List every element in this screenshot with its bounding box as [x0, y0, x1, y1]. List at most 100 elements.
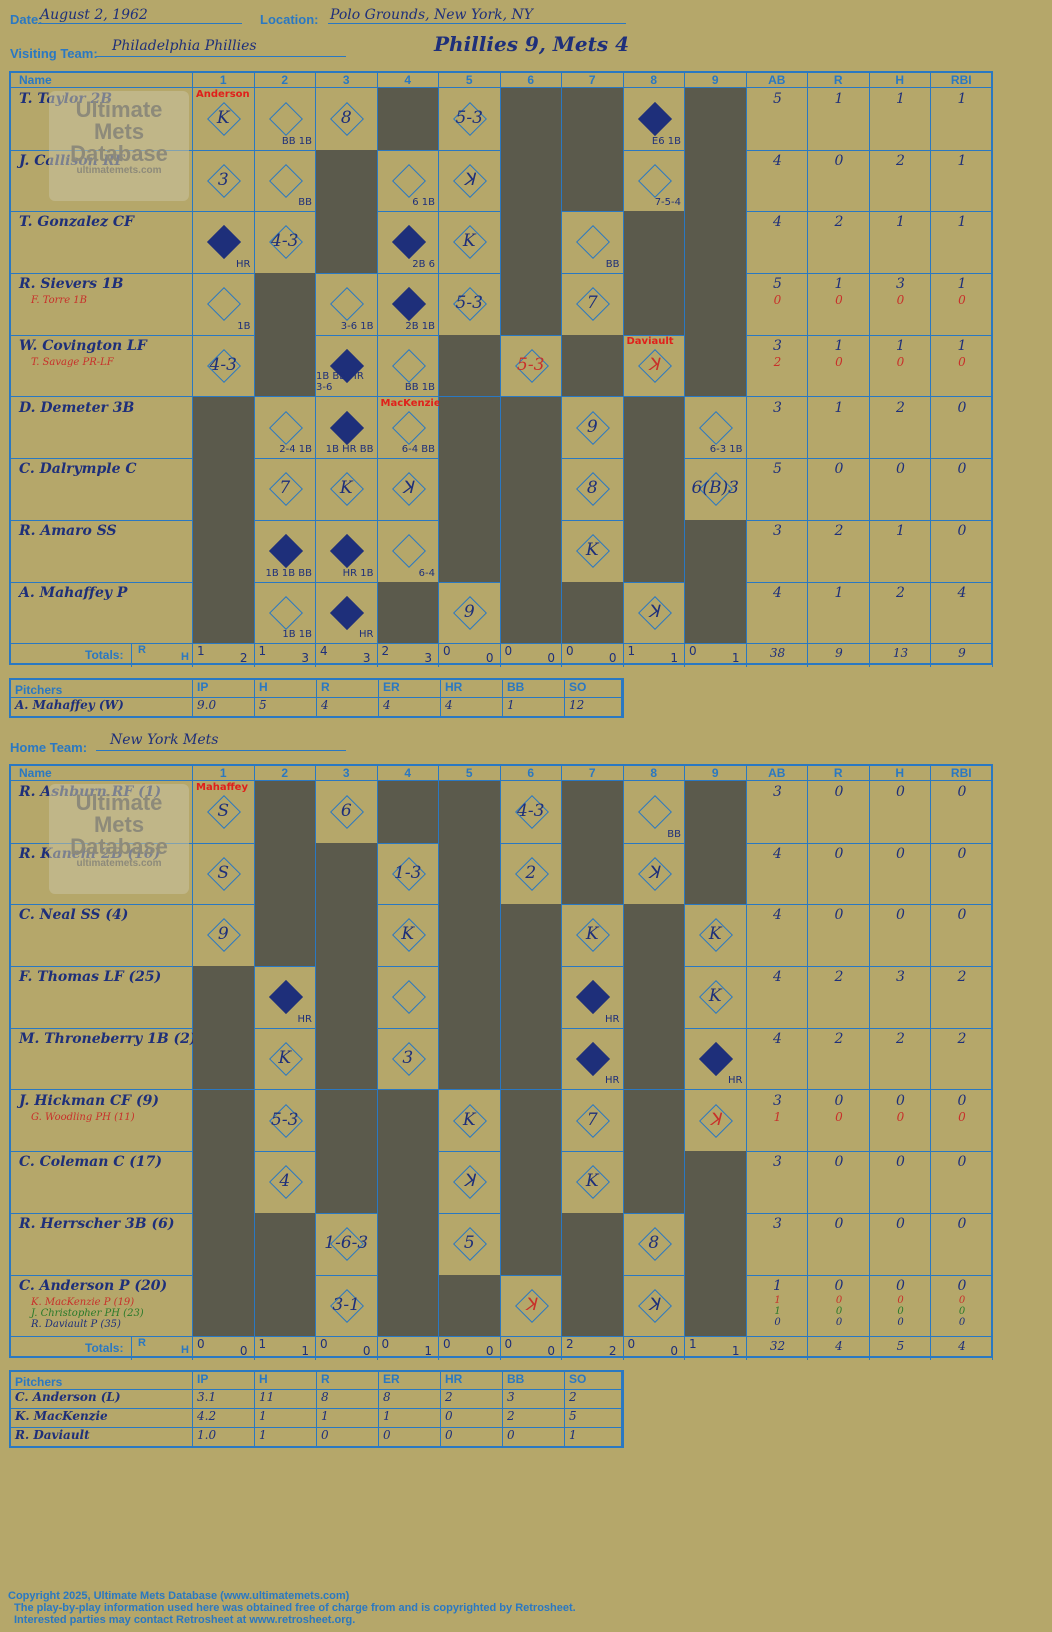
stat-cell: [747, 88, 808, 150]
play-note: HR: [605, 1075, 620, 1087]
pitch-header-bb: BB: [503, 1372, 565, 1390]
stat-header-h: H: [869, 73, 931, 88]
inning-header-6: 6: [500, 73, 562, 88]
pitcher-stat: 9.0: [193, 698, 255, 717]
inning-cell: [500, 458, 562, 520]
stat-cell: [931, 273, 993, 335]
stat-value: 0: [896, 461, 905, 478]
inning-header-7: 7: [562, 73, 624, 88]
play-note: 1B BB HR 3-6: [316, 371, 364, 394]
stat-value: 0: [834, 845, 844, 862]
player-name-cell: [11, 1151, 193, 1213]
inning-cell: [562, 781, 624, 843]
base-diamond: [699, 1041, 733, 1076]
name-header: Name: [11, 73, 193, 88]
play-mark: ꓘ: [648, 1294, 660, 1315]
inning-cell: 4-3: [501, 781, 562, 843]
pitcher-stat: 12: [565, 698, 622, 717]
inning-cell: ꓘ: [378, 458, 439, 520]
stat-cell: [747, 519, 808, 582]
inning-cell: [623, 273, 685, 335]
inning-cell: 2B 6: [378, 211, 439, 274]
inning-cell: HR: [193, 211, 255, 274]
inning-cell: [193, 1274, 255, 1337]
inning-cell: 5-3: [439, 273, 501, 335]
stat-value: 0: [896, 784, 905, 800]
stat-value: 1: [896, 522, 905, 539]
inning-cell: 5-3: [255, 1089, 316, 1152]
player-name: C. Anderson P (20): [19, 1277, 168, 1294]
pitcher-stat: 1: [565, 1428, 622, 1447]
inning-cell: [439, 842, 501, 905]
play-mark: K: [339, 478, 353, 499]
play-note: HR: [605, 1013, 620, 1025]
play-mark: 1-6-3: [324, 1232, 369, 1253]
play-mark: 2: [525, 862, 537, 883]
pitcher-stat: 11: [255, 1390, 317, 1409]
inning-hits: 0: [547, 1344, 555, 1359]
inning-cell: [254, 904, 316, 967]
stat-value: 4: [957, 584, 967, 601]
player-name-cell: [11, 211, 193, 274]
sub-stat-value: 0: [835, 354, 843, 369]
inning-cell: ꓘ: [501, 1274, 562, 1337]
stat-value: 3: [896, 276, 905, 293]
player-name: W. Covington LF: [19, 337, 147, 354]
sub-stat-value: 0: [958, 354, 966, 369]
play-mark: 8: [340, 108, 352, 128]
logo-text: Mets: [93, 812, 145, 837]
player-row: A. Mahaffey P 1B 1B HR 9 ꓘ 4 1 2 4: [11, 581, 993, 645]
inning-cell: [316, 211, 378, 274]
inning-cell: BB: [255, 149, 316, 212]
play-note: HR: [236, 259, 251, 271]
player-row: R. Sievers 1B F. Torre 1B 1B 3-6 1B 2B 1B 5-3…: [11, 273, 993, 336]
stat-value: 0: [896, 1277, 905, 1294]
sub-player-name: G. Woodling PH (11): [31, 1111, 135, 1123]
inning-cell: [254, 1212, 316, 1275]
date-underline: [38, 23, 242, 24]
inning-cell: [254, 1274, 316, 1337]
inning-cell: [193, 458, 255, 520]
stat-value: 5: [773, 91, 782, 107]
stat-cell: [808, 1089, 870, 1152]
stat-value: 0: [896, 1154, 905, 1171]
stat-value: 4: [773, 152, 782, 169]
inning-cell: [623, 1089, 685, 1152]
player-name: C. Dalrymple C: [19, 461, 137, 478]
play-mark: 3: [402, 1047, 414, 1068]
stat-total: 38: [769, 646, 786, 661]
player-name: A. Mahaffey P: [19, 584, 128, 601]
inning-cell: [316, 1151, 378, 1213]
play-mark: ꓘ: [525, 1294, 537, 1315]
inning-cell: [377, 1212, 439, 1275]
play-mark: ꓘ: [648, 354, 660, 375]
stat-value: 0: [957, 845, 967, 862]
inning-cell: HR: [562, 966, 624, 1028]
inning-cell: [439, 1027, 501, 1090]
player-row: W. Covington LF T. Savage PR-LF 4-3 1B BB H…: [11, 334, 993, 398]
pitch-header-so: SO: [565, 1372, 622, 1390]
inning-cell: [193, 519, 255, 582]
inning-header-2: 2: [254, 73, 316, 88]
inning-cell: [193, 1027, 255, 1090]
inning-cell: 6 1B: [378, 149, 439, 212]
name-header: Name: [11, 766, 193, 781]
stat-value: 5: [773, 461, 782, 478]
inning-cell: ꓘ: [624, 581, 685, 644]
stat-value: 0: [834, 1277, 844, 1294]
play-note: 2-4 1B: [279, 444, 312, 456]
sub-stat-value: 0: [958, 1294, 966, 1306]
logo-text: Database: [70, 141, 168, 166]
sub-player-name: T. Savage PR-LF: [31, 356, 114, 368]
pitch-header-h: H: [255, 680, 317, 698]
stat-value: 0: [957, 1154, 967, 1171]
stat-cell: [931, 88, 993, 150]
stat-total-cell: [747, 643, 808, 668]
play-note: BB 1B: [404, 382, 435, 394]
pitch-header-r: R: [317, 680, 379, 698]
stat-value: 0: [957, 461, 967, 478]
